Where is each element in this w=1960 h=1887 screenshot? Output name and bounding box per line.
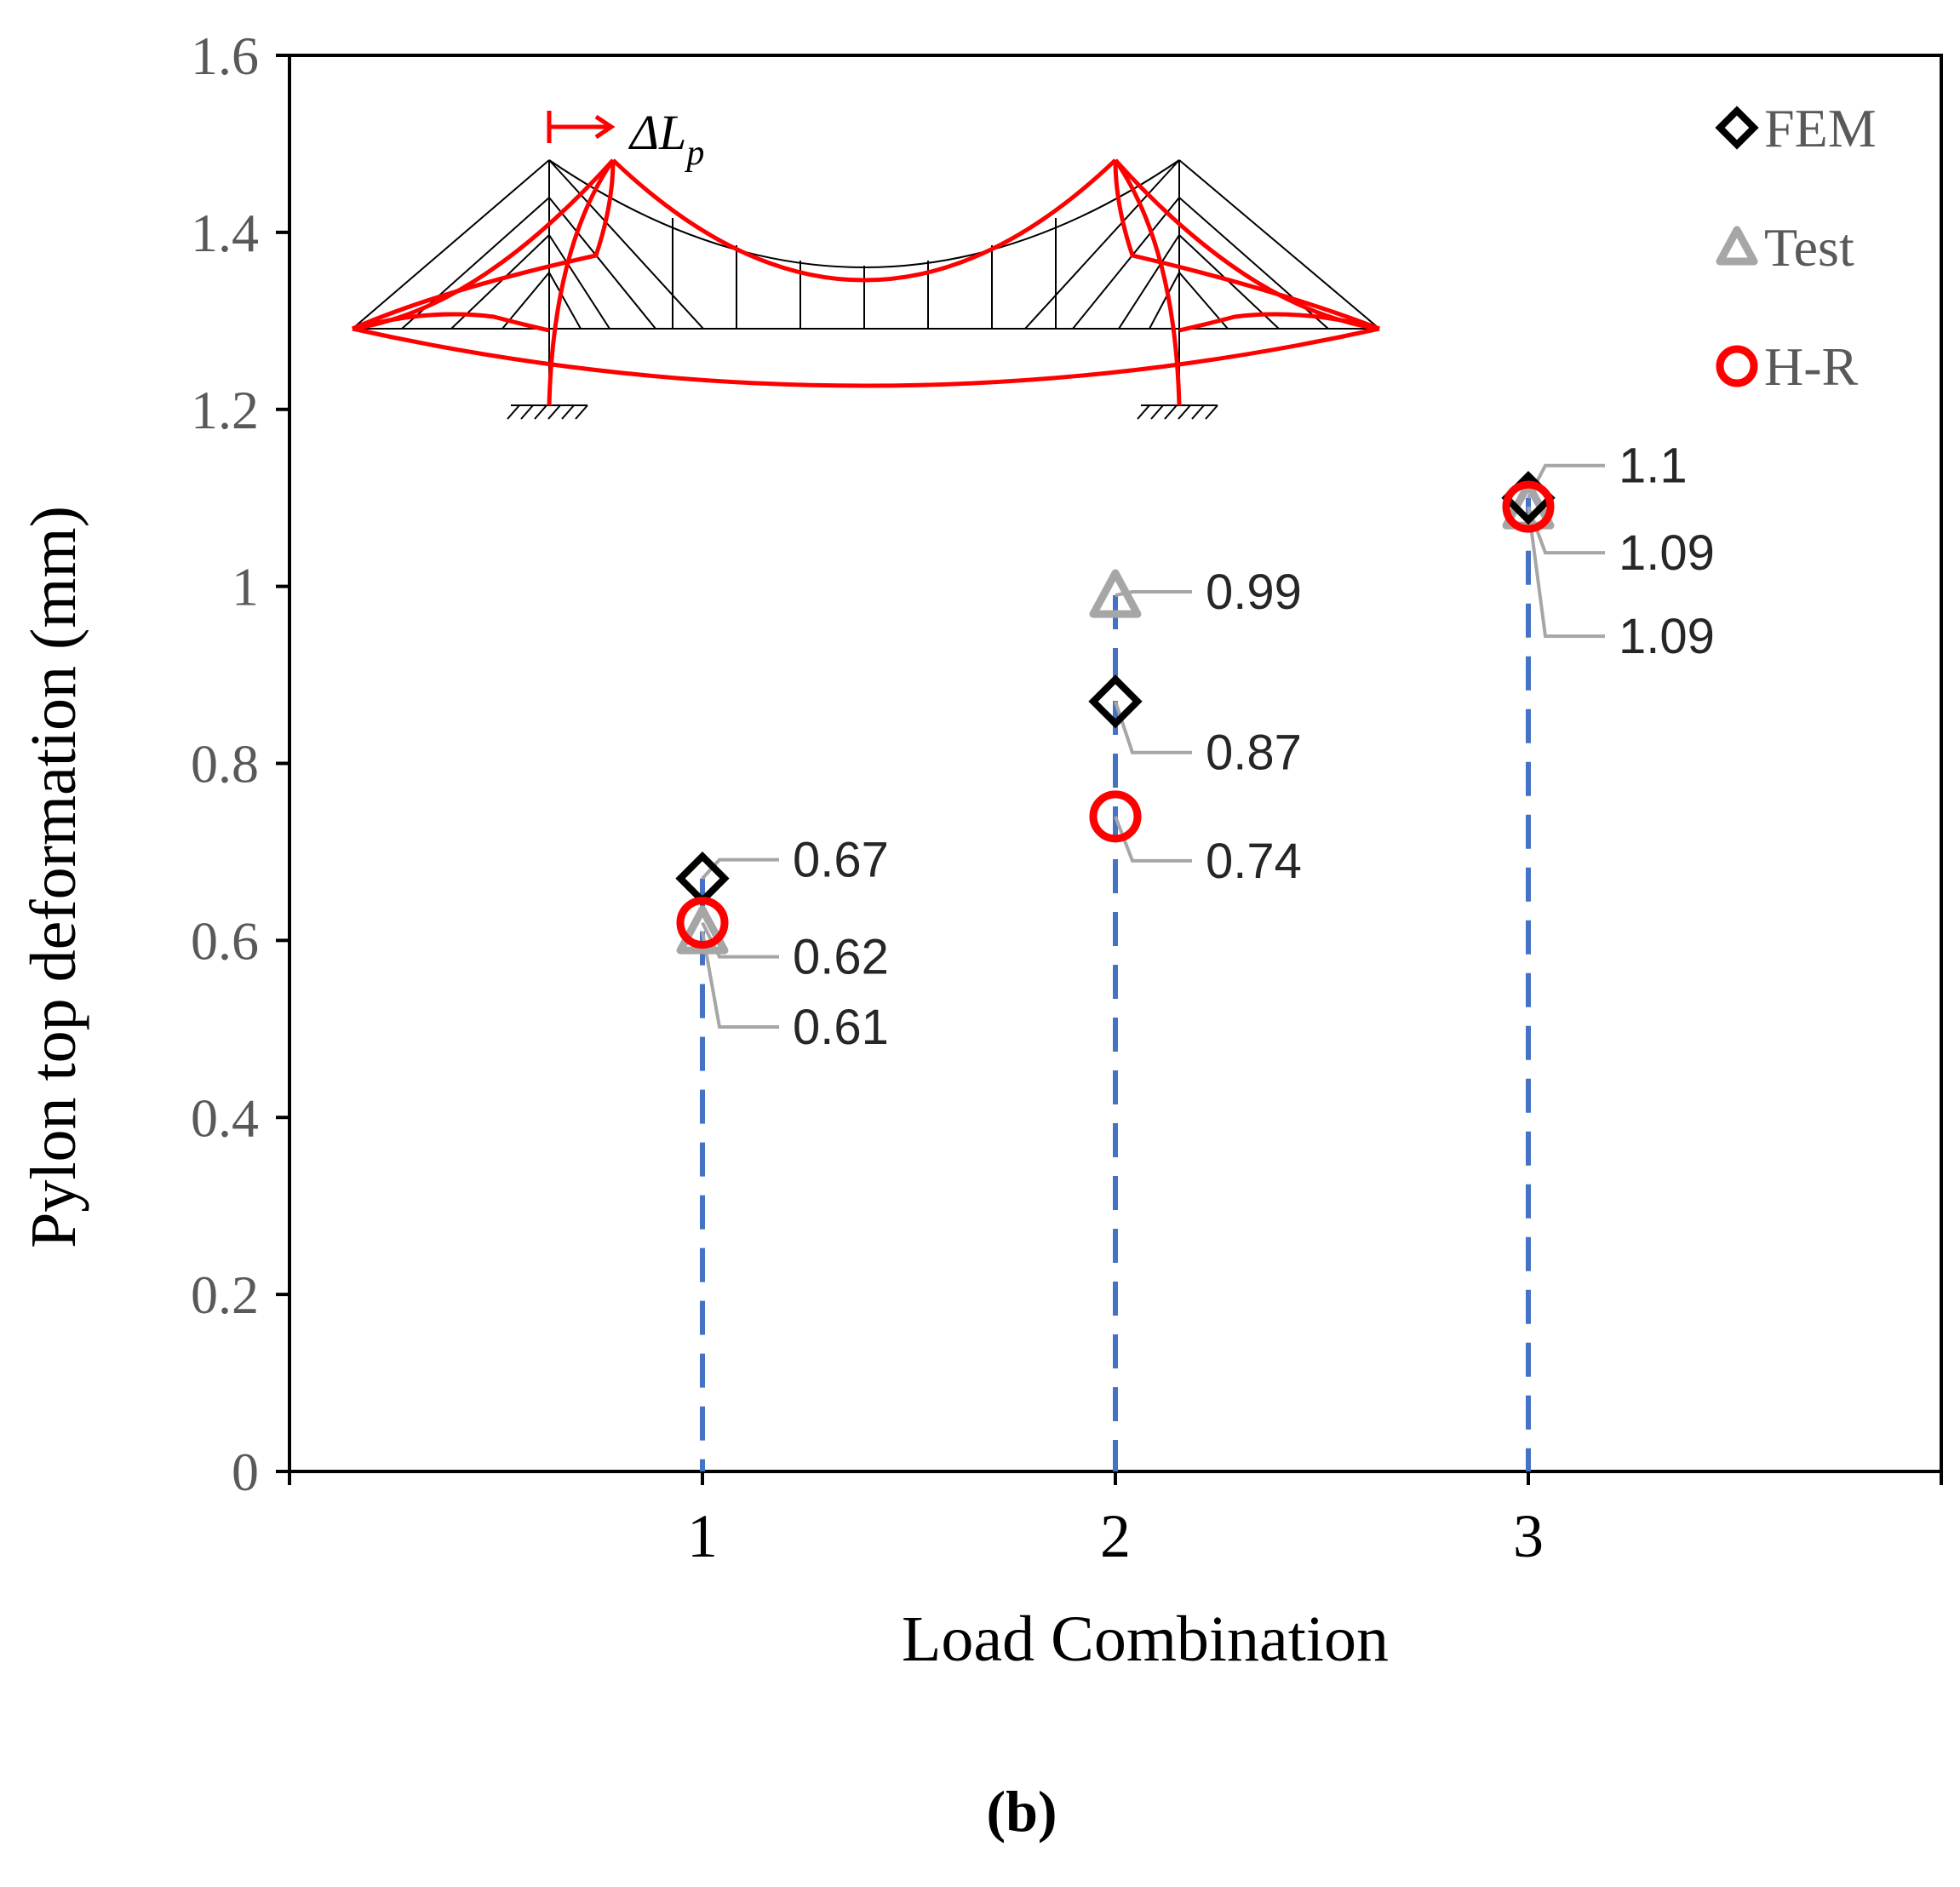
data-label-leader bbox=[701, 921, 779, 959]
y-tick-label: 1.4 bbox=[191, 203, 259, 263]
inset-annotation: ΔLp bbox=[628, 105, 704, 173]
marker-hr bbox=[1089, 790, 1142, 843]
data-label-leader bbox=[1527, 506, 1605, 639]
data-label: 1.09 bbox=[1619, 609, 1715, 664]
data-label-leader bbox=[701, 931, 779, 1029]
inset-annotation-subscript: p bbox=[684, 134, 704, 173]
bridge-deformed-shape bbox=[352, 111, 1380, 406]
x-tick-label: 1 bbox=[687, 1502, 718, 1570]
y-tick-label: 0.4 bbox=[191, 1087, 259, 1148]
drop-lines bbox=[700, 497, 1531, 1471]
marker-hr bbox=[1502, 480, 1555, 533]
legend-label: H-R bbox=[1764, 336, 1859, 397]
legend-marker-test bbox=[1716, 226, 1758, 266]
y-tick-label: 0.2 bbox=[191, 1265, 259, 1325]
data-label: 1.1 bbox=[1619, 439, 1688, 494]
figure-label: (b) bbox=[986, 1779, 1057, 1844]
legend-marker-fem bbox=[1715, 106, 1759, 150]
data-label: 0.87 bbox=[1206, 726, 1302, 781]
legend: FEM Test H-R bbox=[1715, 98, 1877, 397]
marker-test bbox=[676, 905, 729, 955]
x-axis: 1 2 3 bbox=[288, 1471, 1943, 1570]
data-label-leader bbox=[701, 857, 779, 880]
legend-label: FEM bbox=[1764, 98, 1877, 158]
data-label: 1.09 bbox=[1619, 525, 1715, 581]
x-tick-label: 2 bbox=[1100, 1502, 1131, 1570]
marker-test bbox=[1089, 569, 1142, 618]
y-tick-label: 0.6 bbox=[191, 910, 259, 971]
legend-marker-hr bbox=[1716, 345, 1758, 387]
marker-hr bbox=[676, 897, 729, 949]
y-tick-label: 1.2 bbox=[191, 380, 259, 440]
y-tick-label: 0 bbox=[232, 1442, 259, 1502]
data-label-leader bbox=[1115, 590, 1192, 597]
legend-label: Test bbox=[1764, 217, 1854, 278]
data-label: 0.99 bbox=[1206, 565, 1302, 620]
data-labels: 0.67 0.87 1.1 0.61 0.99 1.09 0.62 0.74 1.09 bbox=[793, 439, 1715, 1055]
y-axis: 0 0.2 0.4 0.6 0.8 1 1.2 1.4 1.6 bbox=[191, 26, 289, 1502]
y-tick-label: 0.8 bbox=[191, 734, 259, 794]
data-label: 0.67 bbox=[793, 833, 889, 888]
data-markers bbox=[675, 471, 1556, 955]
data-label: 0.74 bbox=[1206, 834, 1302, 889]
y-tick-label: 1 bbox=[232, 557, 259, 617]
data-label: 0.62 bbox=[793, 930, 889, 985]
x-axis-title: Load Combination bbox=[902, 1603, 1389, 1675]
inset-annotation-main: ΔL bbox=[628, 105, 686, 160]
x-tick-label: 3 bbox=[1513, 1502, 1544, 1570]
y-axis-title: Pylon top deformation (mm) bbox=[18, 506, 89, 1248]
marker-fem bbox=[1088, 674, 1143, 729]
data-label: 0.61 bbox=[793, 1000, 889, 1055]
y-tick-label: 1.6 bbox=[191, 26, 259, 86]
bridge-deformation-inset: ΔLp bbox=[352, 105, 1380, 420]
data-label-leader bbox=[1114, 816, 1192, 863]
